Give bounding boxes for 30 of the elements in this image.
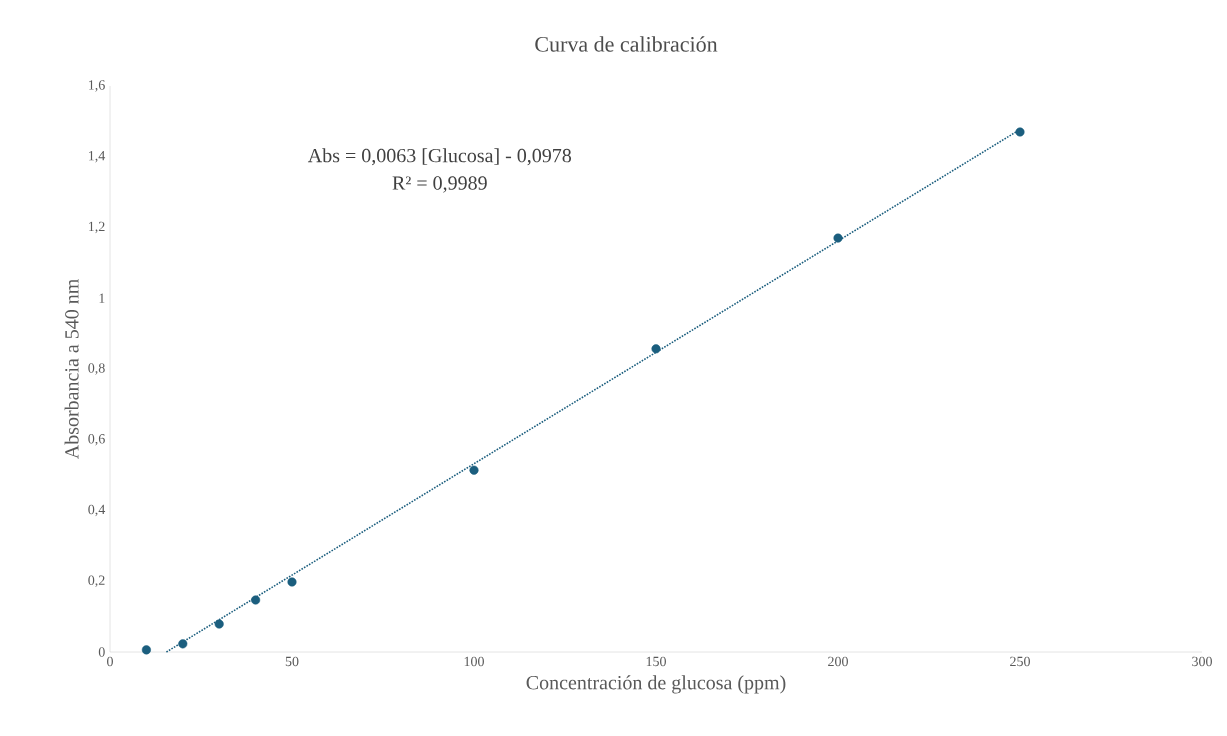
- y-tick-label: 0,2: [88, 575, 105, 587]
- annotation: R² = 0,9989: [392, 176, 487, 193]
- y-tick-label: 1,4: [89, 151, 106, 163]
- point: [651, 344, 661, 354]
- x-tick-label: 200: [828, 656, 848, 667]
- y-tick-label: 0,8: [88, 363, 105, 375]
- x-tick-label: 300: [1192, 656, 1212, 667]
- x-tick-label: 150: [646, 656, 666, 667]
- chart-title: Curva de calibración: [535, 36, 718, 52]
- y-axis-title: Absorbancia a 540 nm: [64, 279, 79, 460]
- x-tick-label: 50: [285, 656, 299, 667]
- point: [287, 577, 297, 587]
- point: [178, 639, 188, 649]
- x-tick-label: 0: [107, 656, 113, 667]
- y-tick-label: 0,4: [88, 504, 106, 517]
- point: [833, 233, 843, 243]
- point: [214, 619, 224, 629]
- point: [251, 595, 261, 605]
- point: [1015, 127, 1025, 137]
- y-tick-label: 0: [98, 647, 105, 657]
- x-tick-label: 250: [1010, 656, 1030, 667]
- x-axis-title: Concentración de glucosa (ppm): [526, 675, 786, 694]
- y-tick-label: 1,6: [89, 80, 105, 92]
- y-tick-label: 0,6: [88, 434, 105, 446]
- x-tick-label: 100: [464, 656, 484, 667]
- y-tick-label: 1: [99, 293, 105, 303]
- point: [469, 465, 479, 475]
- annotation: Abs = 0,0063 [Glucosa] - 0,0978: [307, 148, 572, 166]
- y-tick-label: 1,2: [89, 221, 105, 234]
- point: [141, 645, 151, 655]
